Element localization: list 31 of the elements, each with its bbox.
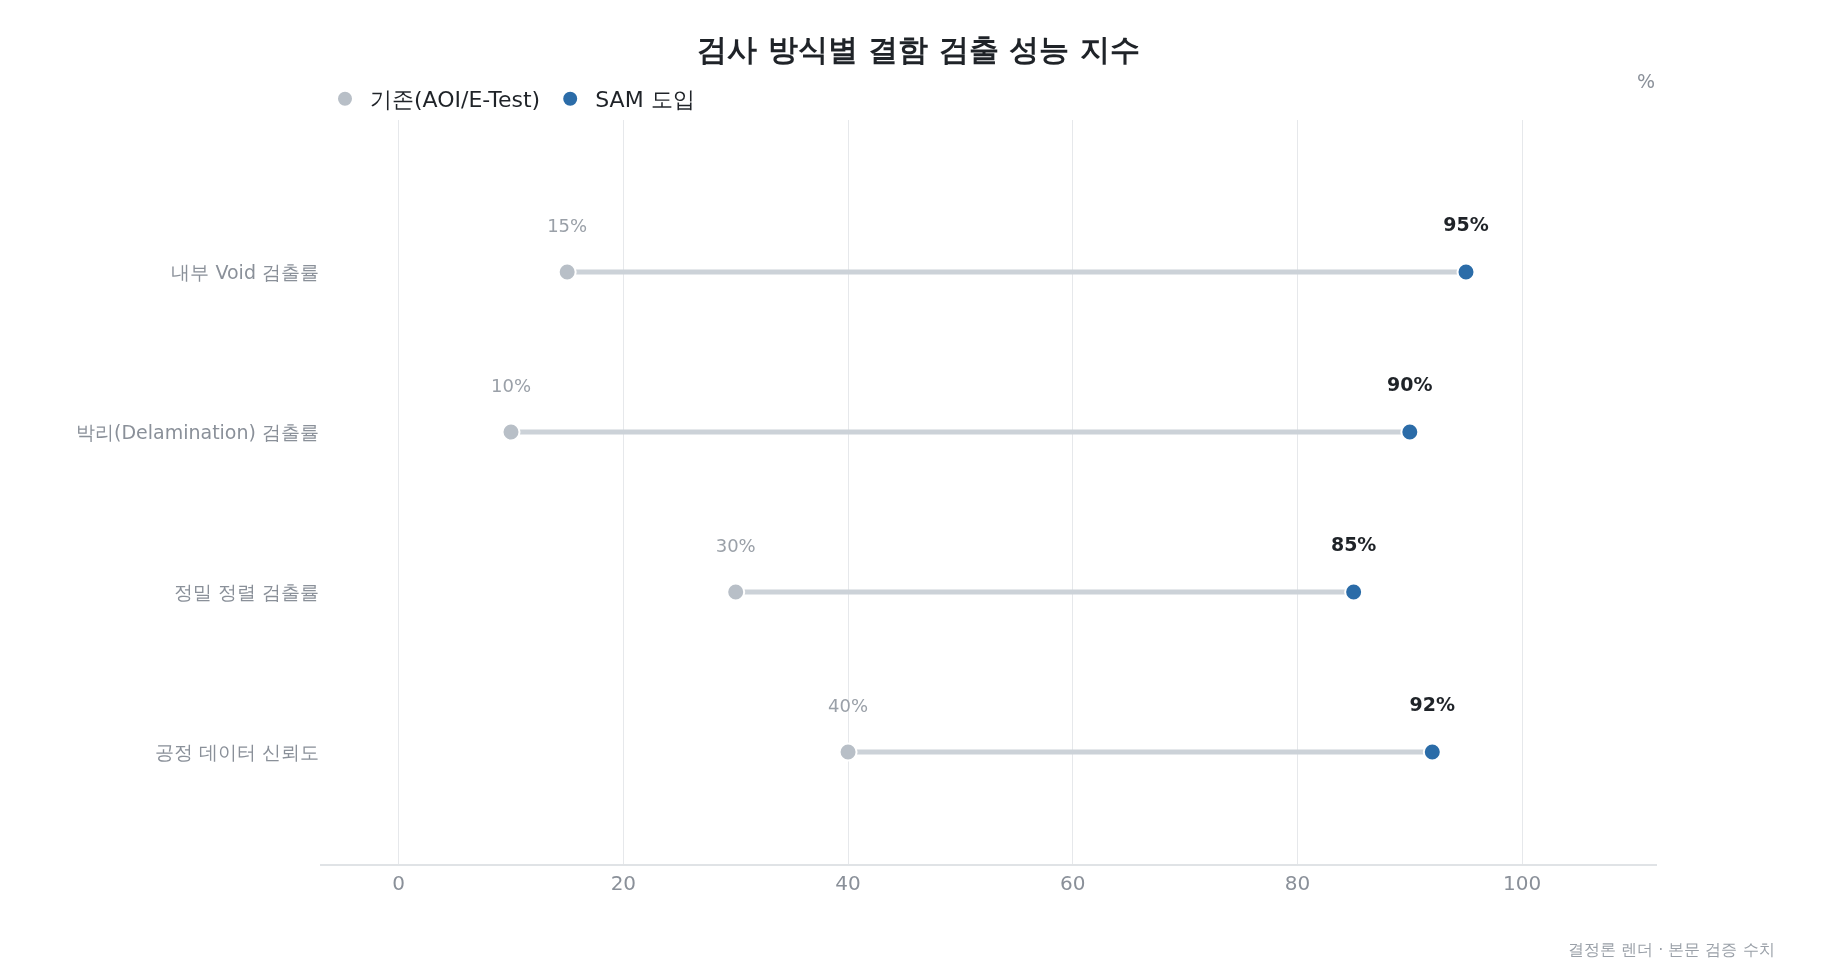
x-axis-title: % <box>1637 70 1656 92</box>
point <box>501 422 521 442</box>
chart-title: 검사 방식별 결함 검출 성능 지수 <box>697 31 1140 67</box>
data-label: 15% <box>547 215 588 237</box>
x-tick-label: 40 <box>835 871 861 895</box>
point <box>726 582 746 602</box>
data-label: 90% <box>1387 372 1433 395</box>
data-label: 95% <box>1443 212 1489 235</box>
point <box>838 742 858 762</box>
point <box>557 262 577 282</box>
data-label: 92% <box>1409 692 1456 715</box>
y-tick-label: 정밀 정렬 검출률 <box>173 580 319 603</box>
legend-label: SAM 도입 <box>595 87 695 113</box>
data-label: 40% <box>828 695 869 717</box>
point <box>1344 582 1364 602</box>
y-tick-label: 박리(Delamination) 검출률 <box>76 420 319 443</box>
data-label: 30% <box>715 535 756 557</box>
y-tick-label: 공정 데이터 신뢰도 <box>154 740 319 763</box>
y-tick-label: 내부 Void 검출률 <box>171 260 319 283</box>
x-tick-label: 20 <box>610 871 637 895</box>
point <box>1456 262 1476 282</box>
text: 결정론 렌더 · 본문 검증 수치 <box>1568 940 1775 959</box>
x-tick-label: 80 <box>1284 871 1311 895</box>
data-label: 85% <box>1330 532 1377 555</box>
x-tick-label: 0 <box>392 871 406 895</box>
legend-label: 기존(AOI/E-Test) <box>370 87 541 113</box>
point <box>1400 422 1420 442</box>
data-label: 10% <box>490 375 532 397</box>
x-tick-label: 60 <box>1060 871 1086 895</box>
point <box>1422 742 1442 762</box>
x-tick-label: 100 <box>1503 871 1542 895</box>
